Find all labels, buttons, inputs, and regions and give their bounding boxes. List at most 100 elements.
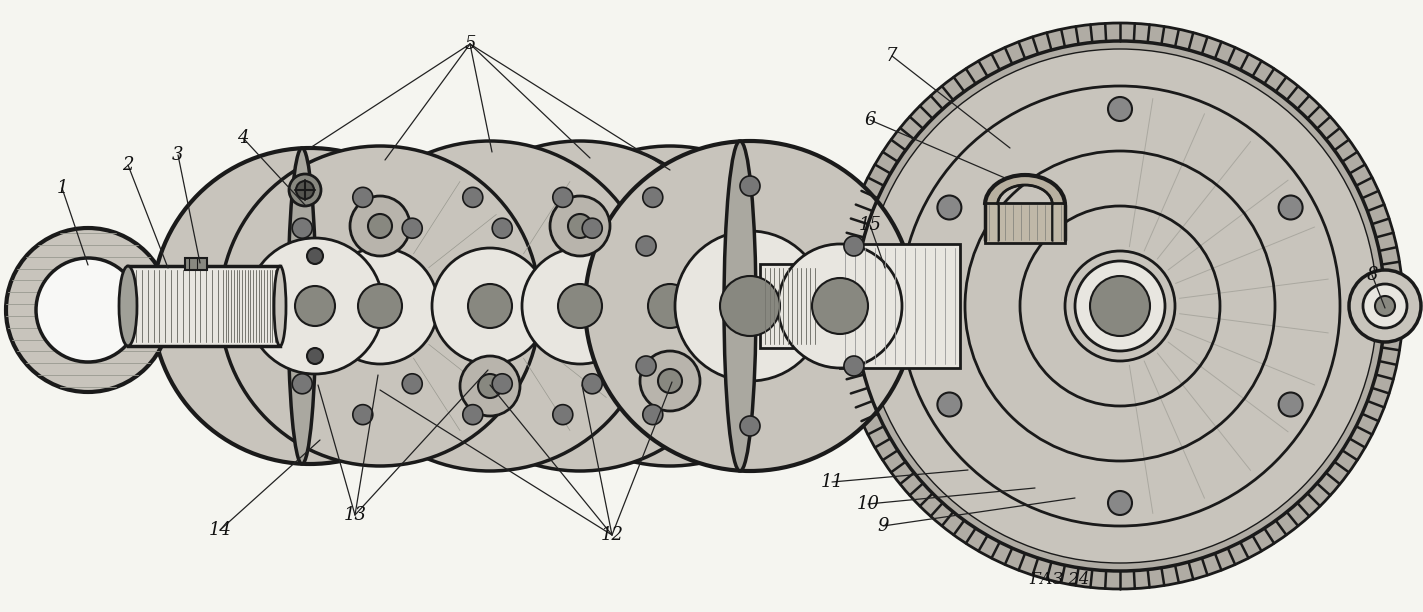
Circle shape: [938, 392, 962, 417]
Circle shape: [1363, 284, 1407, 328]
Circle shape: [1090, 276, 1150, 336]
Circle shape: [221, 146, 539, 466]
Text: 9: 9: [877, 517, 889, 535]
Circle shape: [403, 218, 423, 238]
Circle shape: [1074, 261, 1165, 351]
Ellipse shape: [724, 141, 756, 471]
Circle shape: [359, 284, 403, 328]
Circle shape: [844, 356, 864, 376]
Circle shape: [462, 187, 482, 207]
Bar: [280, 266, 354, 346]
Circle shape: [647, 284, 692, 328]
Circle shape: [353, 187, 373, 207]
Ellipse shape: [287, 148, 316, 464]
Text: 4: 4: [238, 129, 249, 147]
Text: ГАЗ 24: ГАЗ 24: [1030, 572, 1090, 589]
Circle shape: [152, 148, 468, 464]
Bar: [185, 258, 206, 270]
Circle shape: [350, 196, 410, 256]
Text: 13: 13: [343, 506, 367, 524]
Bar: [128, 266, 280, 346]
Circle shape: [468, 284, 512, 328]
Circle shape: [462, 405, 482, 425]
Text: 2: 2: [122, 156, 134, 174]
Circle shape: [582, 218, 602, 238]
Circle shape: [552, 405, 573, 425]
Circle shape: [307, 248, 323, 264]
Circle shape: [582, 374, 602, 394]
Bar: [985, 203, 1064, 243]
Circle shape: [295, 286, 334, 326]
Circle shape: [862, 49, 1377, 563]
Circle shape: [837, 23, 1403, 589]
Circle shape: [492, 218, 512, 238]
Circle shape: [6, 228, 169, 392]
Circle shape: [492, 374, 512, 394]
Circle shape: [657, 369, 682, 393]
Circle shape: [740, 416, 760, 436]
Circle shape: [1375, 296, 1395, 316]
Circle shape: [1349, 270, 1422, 342]
Circle shape: [568, 214, 592, 238]
Circle shape: [292, 374, 312, 394]
Polygon shape: [985, 175, 1064, 205]
Circle shape: [416, 141, 746, 471]
Bar: [760, 264, 820, 348]
Circle shape: [36, 258, 139, 362]
Circle shape: [844, 236, 864, 256]
Bar: [692, 264, 750, 348]
Circle shape: [636, 236, 656, 256]
Circle shape: [1109, 97, 1133, 121]
Circle shape: [643, 187, 663, 207]
Circle shape: [322, 248, 438, 364]
Text: 10: 10: [857, 495, 879, 513]
Ellipse shape: [120, 266, 137, 346]
Text: 12: 12: [601, 526, 623, 544]
Circle shape: [433, 248, 548, 364]
Circle shape: [1279, 392, 1302, 417]
Circle shape: [509, 146, 830, 466]
Circle shape: [585, 141, 915, 471]
Text: 8: 8: [1366, 266, 1377, 284]
Circle shape: [460, 356, 519, 416]
Circle shape: [296, 181, 314, 199]
Circle shape: [551, 196, 610, 256]
Circle shape: [522, 248, 638, 364]
Circle shape: [558, 284, 602, 328]
Text: 11: 11: [821, 473, 844, 491]
Bar: [509, 268, 555, 344]
Bar: [840, 244, 961, 368]
Ellipse shape: [275, 266, 286, 346]
Text: 7: 7: [887, 47, 898, 65]
Text: 14: 14: [209, 521, 232, 539]
Circle shape: [403, 374, 423, 394]
Text: 6: 6: [864, 111, 875, 129]
Circle shape: [938, 195, 962, 220]
Text: 5: 5: [464, 35, 475, 53]
Circle shape: [1279, 195, 1302, 220]
Circle shape: [292, 218, 312, 238]
Circle shape: [478, 374, 502, 398]
Text: 3: 3: [172, 146, 184, 164]
Circle shape: [740, 176, 760, 196]
Circle shape: [640, 351, 700, 411]
Circle shape: [636, 356, 656, 376]
Bar: [406, 268, 462, 344]
Circle shape: [813, 278, 868, 334]
Circle shape: [324, 141, 655, 471]
Circle shape: [612, 248, 729, 364]
Circle shape: [307, 348, 323, 364]
Bar: [985, 203, 1064, 243]
Circle shape: [552, 187, 573, 207]
Circle shape: [778, 244, 902, 368]
Text: 1: 1: [57, 179, 68, 197]
Circle shape: [248, 238, 383, 374]
Circle shape: [289, 174, 322, 206]
Circle shape: [369, 214, 391, 238]
Circle shape: [643, 405, 663, 425]
Circle shape: [1109, 491, 1133, 515]
Text: 15: 15: [858, 216, 881, 234]
Circle shape: [720, 276, 780, 336]
Bar: [601, 268, 647, 344]
Circle shape: [353, 405, 373, 425]
